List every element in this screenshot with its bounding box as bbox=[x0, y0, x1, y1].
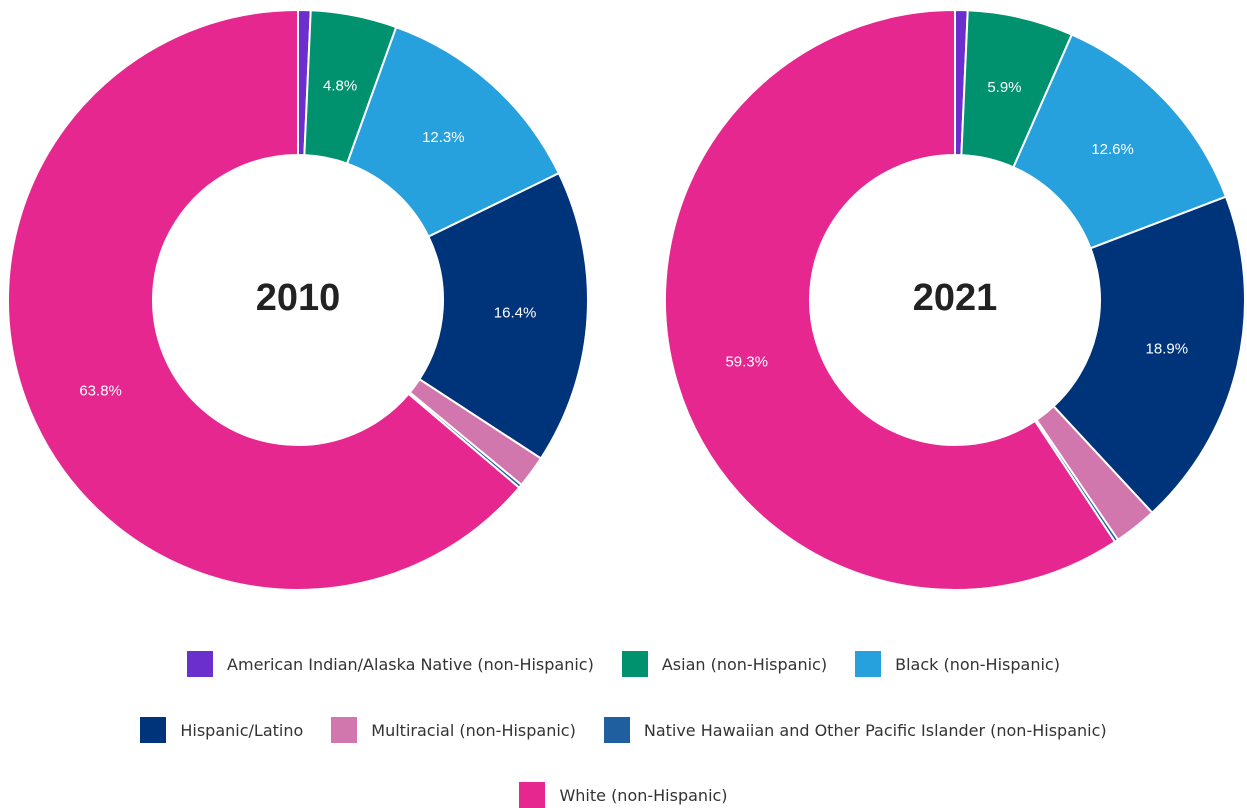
legend-swatch bbox=[187, 651, 214, 677]
data-label: 18.9% bbox=[1146, 340, 1189, 357]
legend-label: American Indian/Alaska Native (non-Hispa… bbox=[227, 654, 594, 674]
legend-row: American Indian/Alaska Native (non-Hispa… bbox=[0, 651, 1247, 677]
legend-item[interactable]: Hispanic/Latino bbox=[140, 717, 303, 743]
legend-item[interactable]: Multiracial (non-Hispanic) bbox=[331, 717, 576, 743]
legend-label: Hispanic/Latino bbox=[180, 720, 304, 740]
legend-swatch bbox=[603, 717, 630, 743]
slice bbox=[1052, 195, 1246, 515]
legend-swatch bbox=[855, 651, 882, 677]
legend-item[interactable]: Native Hawaiian and Other Pacific Island… bbox=[603, 717, 1107, 743]
legend-row: White (non-Hispanic) bbox=[0, 782, 1247, 808]
data-label: 4.8% bbox=[323, 78, 357, 95]
legend-label: Black (non-Hispanic) bbox=[895, 654, 1060, 674]
legend-swatch bbox=[621, 651, 648, 677]
data-label: 59.3% bbox=[725, 354, 768, 371]
legend-item[interactable]: White (non-Hispanic) bbox=[519, 782, 728, 808]
data-label: 16.4% bbox=[494, 305, 537, 322]
chart-title: 2021 bbox=[913, 277, 998, 319]
legend-label: Native Hawaiian and Other Pacific Island… bbox=[643, 720, 1107, 740]
chart-title: 2010 bbox=[256, 277, 341, 319]
legend-swatch bbox=[140, 717, 167, 743]
legend-row: Hispanic/Latino Multiracial (non-Hispanic… bbox=[0, 717, 1247, 743]
data-label: 63.8% bbox=[79, 382, 122, 399]
legend-item[interactable]: Asian (non-Hispanic) bbox=[621, 651, 828, 677]
legend-swatch bbox=[331, 717, 358, 743]
data-label: 12.6% bbox=[1091, 141, 1134, 158]
legend-swatch bbox=[519, 782, 546, 808]
data-label: 5.9% bbox=[987, 79, 1021, 96]
charts: 4.8% 12.3% 16.4% 63.8% 2010 5.9% 12.6% 18.9% 59.… bbox=[7, 8, 1246, 591]
legend-item[interactable]: American Indian/Alaska Native (non-Hispa… bbox=[187, 651, 594, 677]
legend-label: White (non-Hispanic) bbox=[559, 785, 728, 805]
legend-label: Asian (non-Hispanic) bbox=[661, 654, 828, 674]
legend-item[interactable]: Black (non-Hispanic) bbox=[855, 651, 1060, 677]
slice bbox=[7, 8, 521, 591]
slice bbox=[1012, 33, 1228, 250]
slice bbox=[664, 8, 1117, 591]
slice bbox=[418, 171, 589, 460]
legend-label: Multiracial (non-Hispanic) bbox=[371, 720, 576, 740]
data-label: 12.3% bbox=[422, 129, 465, 146]
